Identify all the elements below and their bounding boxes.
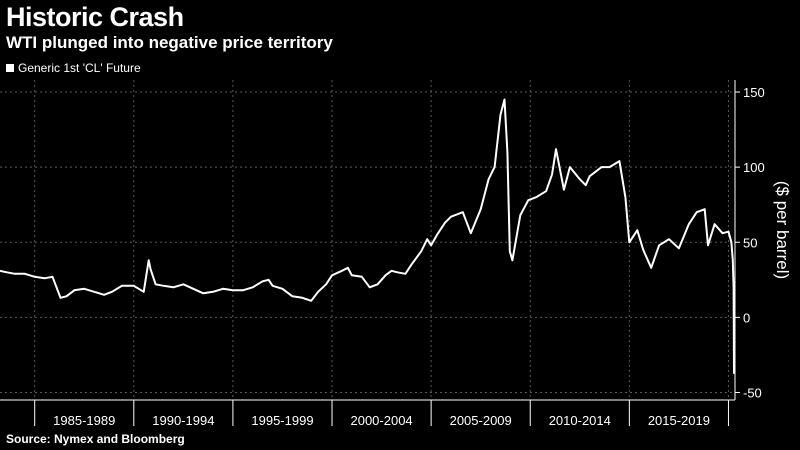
- legend-swatch: [6, 64, 14, 72]
- x-tick-label: 1995-1999: [251, 413, 313, 428]
- x-tick-label: 2015-2019: [648, 413, 710, 428]
- y-tick-label: 0: [743, 310, 750, 325]
- source-note: Source: Nymex and Bloomberg: [6, 432, 185, 446]
- chart-title: Historic Crash: [6, 2, 184, 32]
- y-tick-label: 150: [743, 85, 765, 100]
- x-tick-label: 2005-2009: [450, 413, 512, 428]
- y-tick-label: -50: [743, 385, 762, 400]
- x-tick-label: 2010-2014: [549, 413, 611, 428]
- y-tick-label: 100: [743, 160, 765, 175]
- x-tick-label: 2000-2004: [350, 413, 412, 428]
- series-line: [0, 98, 736, 374]
- x-tick-label: 1985-1989: [53, 413, 115, 428]
- y-tick-label: 50: [743, 235, 757, 250]
- chart-subtitle: WTI plunged into negative price territor…: [6, 33, 333, 52]
- x-tick-label: 1990-1994: [152, 413, 214, 428]
- y-axis-title: ($ per barrel): [773, 181, 792, 279]
- legend: Generic 1st 'CL' Future: [6, 61, 141, 75]
- legend-label: Generic 1st 'CL' Future: [18, 61, 141, 75]
